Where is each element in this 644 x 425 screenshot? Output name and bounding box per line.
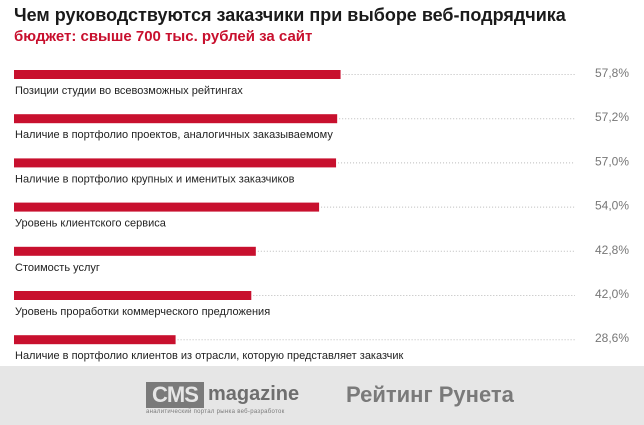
bar <box>14 246 256 256</box>
bar <box>14 202 320 212</box>
chart-subtitle: бюджет: свыше 700 тыс. рублей за сайт <box>14 28 313 45</box>
category-label: Уровень клиентского сервиса <box>15 218 167 230</box>
bar <box>14 70 341 79</box>
value-label: 28,6% <box>595 331 629 345</box>
value-label: 57,0% <box>595 154 629 168</box>
category-label: Наличие в портфолио крупных и именитых з… <box>15 173 295 185</box>
bar-chart: 57,8% Позиции студии во всевозможных рейт… <box>14 66 629 362</box>
cms-logo-tagline: аналитический портал рынка веб-разработо… <box>146 409 285 415</box>
cms-logo-box: CMS <box>146 382 204 408</box>
category-label: Уровень проработки коммерческого предлож… <box>15 306 270 318</box>
value-label: 42,8% <box>595 243 629 257</box>
value-label: 57,2% <box>595 110 629 124</box>
cms-logo-word: magazine <box>208 383 300 405</box>
value-label: 57,8% <box>595 66 629 80</box>
bar <box>14 291 252 300</box>
category-label: Стоимость услуг <box>15 262 100 274</box>
category-label: Позиции студии во всевозможных рейтингах <box>15 85 243 97</box>
chart-title: Чем руководствуются заказчики при выборе… <box>14 5 566 25</box>
value-label: 42,0% <box>595 287 629 301</box>
category-label: Наличие в портфолио клиентов из отрасли,… <box>15 350 404 362</box>
bar <box>14 335 176 345</box>
bar <box>14 114 338 124</box>
rating-runeta-logo: Рейтинг Рунета <box>346 382 514 407</box>
bar <box>14 158 337 168</box>
value-label: 54,0% <box>595 199 629 213</box>
footer: CMS magazine аналитический портал рынка … <box>0 366 644 425</box>
category-label: Наличие в портфолио проектов, аналогичны… <box>15 129 333 141</box>
